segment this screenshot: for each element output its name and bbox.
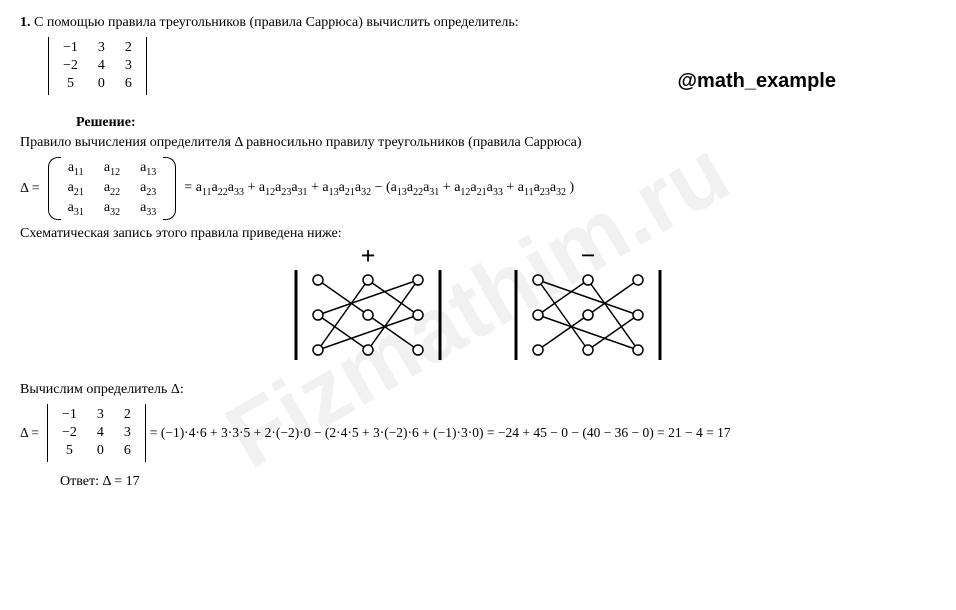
- m-cell: 2: [114, 406, 141, 424]
- sarrus-minus-diagram: −: [498, 250, 678, 370]
- svg-text:+: +: [361, 250, 376, 270]
- m-cell: −2: [53, 57, 88, 75]
- solution-heading: Решение:: [76, 115, 936, 131]
- m-cell: 3: [114, 424, 141, 442]
- rule-description: Правило вычисления определителя Δ равнос…: [20, 135, 936, 151]
- m-cell: 3: [88, 39, 115, 57]
- m-cell: 3: [115, 57, 142, 75]
- m-cell: −1: [52, 406, 87, 424]
- m-cell: 6: [115, 75, 142, 93]
- m-cell: 0: [87, 442, 114, 460]
- problem-statement: 1. С помощью правила треугольников (прав…: [20, 15, 936, 31]
- m-cell: 4: [88, 57, 115, 75]
- delta-eq: Δ =: [20, 425, 39, 441]
- m-cell: −1: [53, 39, 88, 57]
- author-handle: @math_example: [678, 70, 836, 93]
- schematic-text: Схематическая запись этого правила приве…: [20, 226, 936, 242]
- m-cell: 4: [87, 424, 114, 442]
- sarrus-diagrams: + −: [20, 250, 936, 370]
- calc-expansion: = (−1)·4·6 + 3·3·5 + 2·(−2)·0 − (2·4·5 +…: [150, 425, 731, 441]
- generic-matrix: a11a12a13 a21a22a23 a31a32a33: [54, 157, 171, 220]
- m-cell: 2: [115, 39, 142, 57]
- document-content: 1. С помощью правила треугольников (прав…: [20, 15, 936, 490]
- expansion-formula: = a11a22a33 + a12a23a31 + a13a21a32 − (a…: [184, 180, 574, 198]
- m-cell: 3: [87, 406, 114, 424]
- delta-symbol: Δ =: [20, 181, 40, 197]
- sarrus-formula: Δ = a11a12a13 a21a22a23 a31a32a33 = a11a…: [20, 157, 936, 220]
- answer-line: Ответ: Δ = 17: [60, 474, 936, 490]
- m-cell: −2: [52, 424, 87, 442]
- problem-number: 1.: [20, 15, 31, 30]
- m-cell: 5: [53, 75, 88, 93]
- compute-text: Вычислим определитель Δ:: [20, 382, 936, 398]
- answer-label: Ответ:: [60, 474, 99, 489]
- calculation-line: Δ = −1 3 2 −2 4 3 5 0 6 = (−: [20, 404, 936, 462]
- sarrus-plus-diagram: +: [278, 250, 458, 370]
- calc-matrix: −1 3 2 −2 4 3 5 0 6: [47, 404, 146, 462]
- m-cell: 5: [52, 442, 87, 460]
- m-cell: 0: [88, 75, 115, 93]
- problem-text: С помощью правила треугольников (правила…: [34, 15, 519, 30]
- answer-value: Δ = 17: [102, 474, 139, 489]
- problem-matrix: −1 3 2 −2 4 3 5 0 6: [48, 37, 147, 95]
- m-cell: 6: [114, 442, 141, 460]
- svg-text:−: −: [581, 250, 596, 270]
